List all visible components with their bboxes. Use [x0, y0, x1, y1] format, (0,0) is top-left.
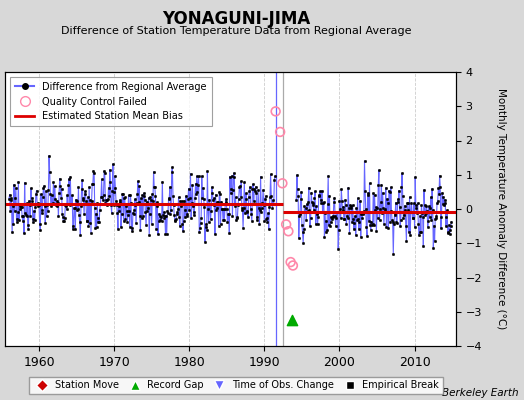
Point: [276, 129, 285, 135]
Point: [271, 108, 280, 114]
Text: Difference of Station Temperature Data from Regional Average: Difference of Station Temperature Data f…: [61, 26, 411, 36]
Text: YONAGUNI-JIMA: YONAGUNI-JIMA: [162, 10, 310, 28]
Text: Berkeley Earth: Berkeley Earth: [442, 388, 519, 398]
Point: [278, 180, 287, 186]
Y-axis label: Monthly Temperature Anomaly Difference (°C): Monthly Temperature Anomaly Difference (…: [496, 88, 506, 330]
Legend: Difference from Regional Average, Quality Control Failed, Estimated Station Mean: Difference from Regional Average, Qualit…: [10, 77, 212, 126]
Point: [287, 259, 295, 265]
Point: [282, 221, 290, 228]
Point: [289, 262, 297, 269]
Point: [288, 317, 297, 324]
Legend: Station Move, Record Gap, Time of Obs. Change, Empirical Break: Station Move, Record Gap, Time of Obs. C…: [29, 376, 443, 394]
Point: [284, 228, 292, 234]
